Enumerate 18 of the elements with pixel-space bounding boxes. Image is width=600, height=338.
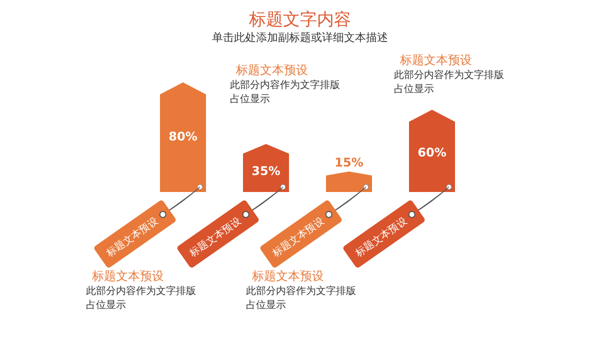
chart-subtitle: 单击此处添加副标题或详细文本描述 [211, 30, 389, 45]
text: 标题文本预设 [92, 268, 164, 285]
annotation: 此部分内容作为文字排版占位显示 [394, 69, 505, 97]
text: 标题文本预设 [400, 52, 472, 69]
x-tick-label: 标题文本预设 [269, 214, 326, 260]
text: 此部分内容作为文字排版占位显示 [246, 285, 357, 313]
x-tick-label: 标题文本预设 [352, 214, 410, 260]
chart-title: 标题文字内容 [248, 9, 352, 31]
data-label: 35% [252, 164, 280, 178]
text: 标题文本预设 [252, 268, 324, 285]
text: 此部分内容作为文字排版占位显示 [86, 285, 197, 313]
x-tick-label: 标题文本预设 [186, 214, 244, 260]
data-label: 15% [334, 155, 364, 170]
annotation: 此部分内容作为文字排版占位显示 [230, 79, 341, 107]
x-tick-label: 标题文本预设 [103, 214, 160, 260]
text: 标题文本预设 [236, 62, 308, 79]
data-label: 60% [418, 145, 446, 160]
data-label: 80% [168, 129, 198, 144]
